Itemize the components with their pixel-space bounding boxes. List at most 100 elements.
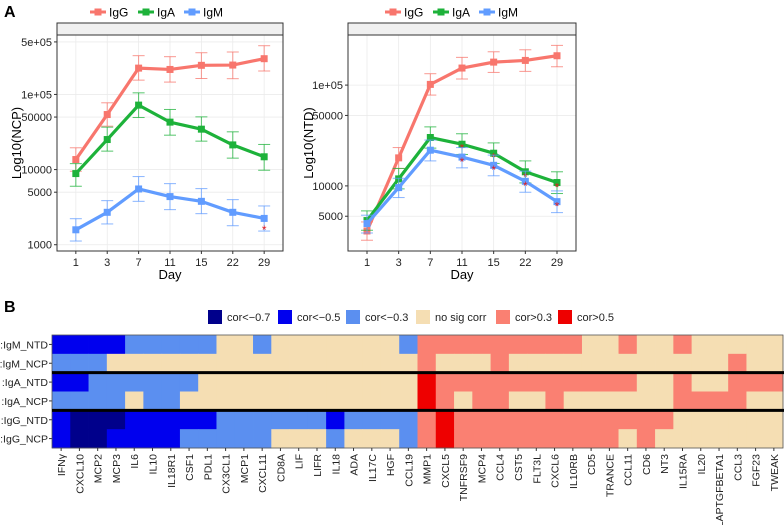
heatmap-cell: [636, 335, 656, 355]
heatmap-cell: [454, 372, 473, 392]
y-tick-label: 5e+05: [21, 37, 52, 49]
heatmap-cell: [508, 372, 528, 392]
column-label: CXCL5: [440, 454, 452, 488]
significance-star: *: [491, 163, 496, 177]
heatmap-cell: [399, 372, 418, 392]
data-point: [395, 184, 403, 192]
heatmap-cell: [289, 372, 309, 392]
heatmap-cell: [125, 410, 144, 430]
x-axis-label: Day: [450, 267, 474, 282]
x-axis-label: Day: [158, 267, 182, 282]
data-point: [458, 153, 466, 161]
x-tick-label: 7: [427, 257, 433, 269]
heatmap-cell: [435, 391, 455, 411]
ncp-line-chart: 1000 5000 10000 50000 1e+05 5e+05 1 3 7 11 15 22 29 D…: [9, 6, 284, 282]
heatmap-cell: [709, 429, 729, 449]
heatmap-cell: [362, 372, 382, 392]
heatmap-cell: [216, 410, 236, 430]
heatmap-cell: [545, 353, 565, 374]
heatmap-cell: [417, 372, 437, 392]
column-label: CST5: [513, 454, 525, 481]
heatmap-row: [52, 372, 784, 392]
column-label: IL15RA: [677, 454, 689, 489]
column-label: CCL3: [732, 454, 744, 481]
column-label: IL20: [696, 454, 708, 475]
heatmap-cell: [508, 335, 528, 355]
heatmap-cell: [326, 410, 345, 430]
heatmap-cell: [691, 353, 711, 374]
significance-star: *: [460, 155, 465, 169]
y-axis-label: Log10(NTD): [301, 107, 316, 179]
legend-swatch: [496, 310, 510, 324]
heatmap-cell: [581, 410, 601, 430]
data-point: [553, 198, 561, 206]
heatmap-cell: [563, 391, 583, 411]
column-label: IL18: [330, 454, 342, 475]
column-label: LAPTGFBETA1: [714, 454, 726, 525]
heatmap-cell: [234, 410, 254, 430]
heatmap-cell: [70, 353, 89, 374]
heatmap-cell: [380, 372, 400, 392]
heatmap-cell: [234, 353, 254, 374]
heatmap-cell: [600, 410, 619, 430]
heatmap-cell: [527, 410, 546, 430]
heatmap-cell: [490, 372, 510, 392]
series-IgA: [69, 92, 271, 187]
column-label: IL10: [148, 454, 160, 475]
column-label: FGF23: [751, 454, 763, 487]
heatmap-cell: [216, 372, 236, 392]
heatmap-cell: [691, 429, 711, 449]
heatmap-cell: [307, 372, 327, 392]
heatmap-cell: [728, 391, 747, 411]
significance-star: *: [262, 223, 267, 237]
heatmap-cell: [655, 410, 674, 430]
heatmap-cell: [527, 391, 546, 411]
column-label: MCP1: [239, 454, 251, 483]
heatmap-cell: [709, 372, 729, 392]
heatmap-cell: [198, 410, 217, 430]
heatmap-cell: [417, 429, 437, 449]
column-label: FLT3L: [531, 454, 543, 484]
x-tick-label: 22: [519, 257, 531, 269]
heatmap-cell: [326, 372, 345, 392]
legend-label: IgM: [498, 6, 518, 20]
heatmap-cell: [161, 429, 181, 449]
legend-key-marker: [437, 8, 445, 16]
y-tick-label: 5000: [28, 187, 52, 199]
heatmap-cell: [454, 410, 473, 430]
heatmap-row: [52, 353, 784, 374]
y-axis-label: Log10(NCP): [9, 107, 24, 179]
significance-star: *: [523, 179, 528, 193]
significance-star: *: [555, 181, 560, 195]
column-label: LIFR: [312, 454, 324, 477]
column-label: TWEAK: [769, 454, 781, 491]
heatmap-cell: [106, 410, 126, 430]
legend-key-marker: [142, 8, 150, 16]
x-tick-label: 3: [396, 257, 402, 269]
heatmap-cell: [764, 372, 784, 392]
data-point: [229, 61, 237, 69]
heatmap-cell: [508, 353, 528, 374]
heatmap-cell: [764, 391, 784, 411]
heatmap-cell: [179, 391, 199, 411]
x-tick-label: 1: [364, 257, 370, 269]
heatmap-cell: [289, 410, 309, 430]
column-label: TRANCE: [604, 454, 616, 497]
heatmap-cell: [728, 353, 747, 374]
heatmap-cell: [490, 410, 510, 430]
row-label: :IgG_NTD: [1, 415, 49, 427]
data-point: [135, 185, 143, 193]
heatmap-cell: [362, 391, 382, 411]
heatmap-cell: [271, 391, 290, 411]
heatmap-cell: [52, 391, 71, 411]
heatmap-cell: [161, 335, 181, 355]
heatmap-cell: [125, 429, 144, 449]
heatmap-cell: [253, 372, 272, 392]
heatmap-cell: [52, 335, 71, 355]
x-tick-label: 22: [227, 257, 239, 269]
heatmap-cell: [490, 335, 510, 355]
x-tick-label: 15: [195, 257, 207, 269]
column-label: CD8A: [275, 454, 287, 482]
heatmap-row: [52, 410, 784, 430]
